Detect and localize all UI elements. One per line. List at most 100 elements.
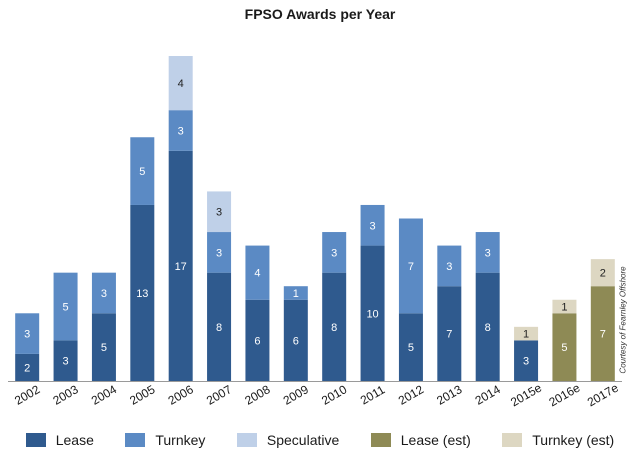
bar-2011-turnkey bbox=[360, 204, 385, 246]
bar-2016e-turnkey-est bbox=[552, 299, 577, 314]
data-label: 8 bbox=[216, 322, 222, 334]
bar-2014-lease bbox=[475, 272, 500, 381]
bar-2004-lease bbox=[91, 313, 116, 381]
x-tick-label: 2007 bbox=[204, 382, 234, 408]
bar-2011-lease bbox=[360, 245, 385, 381]
bar-2006-turnkey bbox=[168, 110, 193, 151]
bar-2006-speculative bbox=[168, 56, 193, 111]
data-label: 13 bbox=[136, 288, 148, 300]
bar-2009-turnkey bbox=[283, 286, 308, 300]
bar-2008-turnkey bbox=[245, 245, 270, 300]
bar-2005-turnkey bbox=[130, 137, 155, 205]
bar-2006-lease bbox=[168, 150, 193, 381]
legend-item: Turnkey (est) bbox=[502, 432, 614, 448]
credit-text: Courtesy of Fearnley Offshore bbox=[618, 266, 628, 374]
data-label: 2 bbox=[600, 268, 606, 280]
legend-label: Lease bbox=[55, 432, 94, 448]
x-tick-label: 2010 bbox=[319, 382, 349, 408]
bar-2017e-turnkey-est bbox=[590, 259, 615, 287]
bar-2017e-lease-est bbox=[590, 286, 615, 381]
legend-swatch bbox=[25, 433, 46, 447]
data-label: 10 bbox=[366, 308, 378, 320]
bar-2012-turnkey bbox=[398, 218, 423, 314]
data-label: 3 bbox=[485, 247, 491, 259]
legend: Lease Turnkey Speculative Lease (est) Turnke… bbox=[0, 428, 640, 452]
data-label: 3 bbox=[216, 247, 222, 259]
x-tick-label: 2005 bbox=[127, 382, 157, 408]
bar-2013-turnkey bbox=[437, 245, 462, 287]
data-label: 17 bbox=[175, 261, 187, 273]
data-label: 5 bbox=[139, 166, 145, 178]
bar-2003-lease bbox=[53, 340, 78, 381]
legend-label: Turnkey bbox=[155, 432, 206, 448]
x-tick-labels: 2002 2003 2004 2005 2006 2007 2008 2009 2010 2011… bbox=[12, 380, 621, 409]
bar-2003-turnkey bbox=[53, 272, 78, 341]
legend-item: Lease (est) bbox=[370, 432, 471, 448]
data-label: 6 bbox=[293, 335, 299, 347]
x-tick-label: 2009 bbox=[281, 382, 311, 408]
legend-label: Speculative bbox=[266, 432, 340, 448]
data-label: 3 bbox=[370, 220, 376, 232]
x-tick-label: 2013 bbox=[434, 382, 464, 408]
data-label: 1 bbox=[523, 329, 529, 341]
legend-item: Lease bbox=[25, 432, 94, 448]
x-tick-label: 2016e bbox=[546, 380, 582, 409]
data-label: 3 bbox=[446, 261, 452, 273]
data-label: 5 bbox=[561, 342, 567, 354]
data-label: 6 bbox=[254, 335, 260, 347]
x-tick-label: 2014 bbox=[473, 382, 503, 408]
chart-title: FPSO Awards per Year bbox=[244, 6, 396, 22]
data-label: 7 bbox=[600, 329, 606, 341]
bar-2012-lease bbox=[398, 313, 423, 381]
legend-swatch bbox=[502, 433, 523, 447]
data-label: 3 bbox=[101, 288, 107, 300]
bar-2007-turnkey bbox=[207, 232, 232, 273]
bar-2015e-turnkey-est bbox=[514, 326, 539, 341]
data-label: 4 bbox=[254, 268, 260, 280]
x-tick-label: 2003 bbox=[50, 382, 80, 408]
bar-2007-speculative bbox=[207, 191, 232, 233]
data-label: 4 bbox=[178, 78, 184, 90]
data-label: 3 bbox=[216, 207, 222, 219]
bar-2005-lease bbox=[130, 204, 155, 381]
bar-2010-turnkey bbox=[322, 232, 347, 273]
bar-2008-lease bbox=[245, 299, 270, 381]
data-label: 3 bbox=[178, 125, 184, 137]
data-label: 5 bbox=[63, 302, 69, 314]
x-tick-label: 2002 bbox=[12, 382, 42, 408]
data-label: 7 bbox=[446, 329, 452, 341]
data-label: 5 bbox=[408, 342, 414, 354]
legend-swatch bbox=[125, 433, 146, 447]
data-label: 1 bbox=[293, 288, 299, 300]
x-tick-label: 2004 bbox=[89, 382, 119, 408]
bar-2002-turnkey bbox=[15, 313, 40, 354]
data-label: 3 bbox=[63, 356, 69, 368]
data-label: 8 bbox=[485, 322, 491, 334]
bar-2004-turnkey bbox=[91, 272, 116, 314]
x-tick-label: 2008 bbox=[242, 382, 272, 408]
x-tick-label: 2015e bbox=[508, 380, 544, 409]
data-label: 7 bbox=[408, 261, 414, 273]
data-label: 3 bbox=[24, 329, 30, 341]
bar-2010-lease bbox=[322, 272, 347, 381]
bar-2015e-lease bbox=[514, 340, 539, 381]
legend-swatch bbox=[236, 433, 257, 447]
data-label: 8 bbox=[331, 322, 337, 334]
bar-2016e-lease-est bbox=[552, 313, 577, 381]
legend-item: Speculative bbox=[236, 432, 340, 448]
legend-item: Turnkey bbox=[125, 432, 205, 448]
bar-2002-lease bbox=[15, 353, 40, 381]
x-tick-label: 2012 bbox=[396, 382, 426, 408]
legend-label: Lease (est) bbox=[400, 432, 471, 448]
data-label: 3 bbox=[523, 356, 529, 368]
legend-label: Turnkey (est) bbox=[532, 432, 615, 448]
data-label: 5 bbox=[101, 342, 107, 354]
x-tick-label: 2006 bbox=[166, 382, 196, 408]
bar-2014-turnkey bbox=[475, 232, 500, 273]
bar-2009-lease bbox=[283, 299, 308, 381]
bar-2013-lease bbox=[437, 286, 462, 381]
x-tick-label: 2011 bbox=[358, 382, 388, 407]
legend-swatch bbox=[370, 433, 391, 447]
